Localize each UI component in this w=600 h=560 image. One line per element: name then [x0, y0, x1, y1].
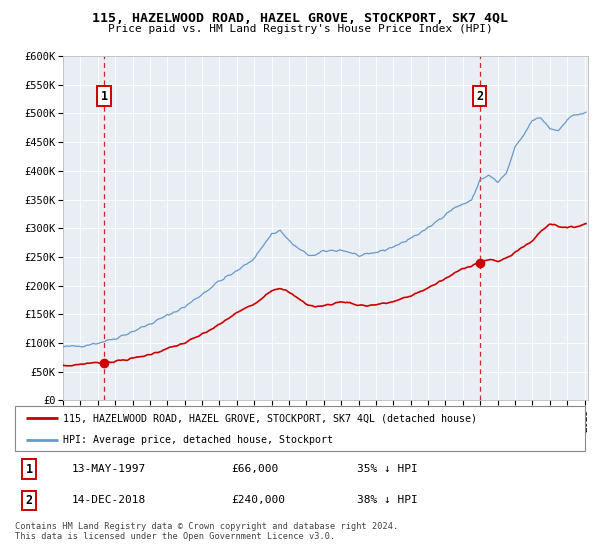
Text: 14-DEC-2018: 14-DEC-2018 [72, 496, 146, 506]
Text: Price paid vs. HM Land Registry's House Price Index (HPI): Price paid vs. HM Land Registry's House … [107, 24, 493, 34]
Text: 13-MAY-1997: 13-MAY-1997 [72, 464, 146, 474]
Text: 1: 1 [100, 90, 107, 102]
Text: 38% ↓ HPI: 38% ↓ HPI [357, 496, 418, 506]
Text: 115, HAZELWOOD ROAD, HAZEL GROVE, STOCKPORT, SK7 4QL (detached house): 115, HAZELWOOD ROAD, HAZEL GROVE, STOCKP… [64, 413, 478, 423]
Text: £240,000: £240,000 [232, 496, 286, 506]
Text: 2: 2 [476, 90, 483, 102]
Text: 115, HAZELWOOD ROAD, HAZEL GROVE, STOCKPORT, SK7 4QL: 115, HAZELWOOD ROAD, HAZEL GROVE, STOCKP… [92, 12, 508, 25]
Text: Contains HM Land Registry data © Crown copyright and database right 2024.
This d: Contains HM Land Registry data © Crown c… [15, 522, 398, 542]
Text: 2: 2 [26, 494, 33, 507]
Text: 1: 1 [26, 463, 33, 475]
Text: £66,000: £66,000 [232, 464, 279, 474]
Text: HPI: Average price, detached house, Stockport: HPI: Average price, detached house, Stoc… [64, 435, 334, 445]
Text: 35% ↓ HPI: 35% ↓ HPI [357, 464, 418, 474]
